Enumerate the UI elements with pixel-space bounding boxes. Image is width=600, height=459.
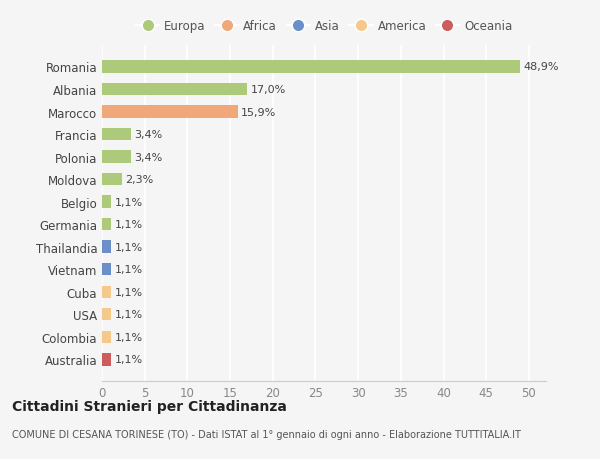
- Bar: [102, 241, 112, 253]
- Text: COMUNE DI CESANA TORINESE (TO) - Dati ISTAT al 1° gennaio di ogni anno - Elabora: COMUNE DI CESANA TORINESE (TO) - Dati IS…: [12, 429, 521, 439]
- Text: 1,1%: 1,1%: [115, 310, 143, 319]
- Text: 48,9%: 48,9%: [523, 62, 559, 73]
- Text: 15,9%: 15,9%: [241, 107, 277, 117]
- Bar: [102, 286, 112, 298]
- Bar: [102, 106, 238, 118]
- Text: 3,4%: 3,4%: [134, 130, 163, 140]
- Text: 1,1%: 1,1%: [115, 242, 143, 252]
- Bar: [102, 84, 247, 96]
- Bar: [102, 331, 112, 343]
- Text: 17,0%: 17,0%: [251, 85, 286, 95]
- Text: Cittadini Stranieri per Cittadinanza: Cittadini Stranieri per Cittadinanza: [12, 399, 287, 413]
- Text: 3,4%: 3,4%: [134, 152, 163, 162]
- Bar: [102, 196, 112, 208]
- Text: 2,3%: 2,3%: [125, 175, 154, 185]
- Text: 1,1%: 1,1%: [115, 265, 143, 274]
- Bar: [102, 218, 112, 231]
- Bar: [102, 308, 112, 321]
- Text: 1,1%: 1,1%: [115, 287, 143, 297]
- Text: 1,1%: 1,1%: [115, 354, 143, 364]
- Bar: [102, 263, 112, 276]
- Legend: Europa, Africa, Asia, America, Oceania: Europa, Africa, Asia, America, Oceania: [131, 15, 517, 37]
- Bar: [102, 61, 520, 73]
- Text: 1,1%: 1,1%: [115, 332, 143, 342]
- Bar: [102, 151, 131, 163]
- Bar: [102, 129, 131, 141]
- Bar: [102, 353, 112, 366]
- Text: 1,1%: 1,1%: [115, 197, 143, 207]
- Text: 1,1%: 1,1%: [115, 220, 143, 230]
- Bar: [102, 174, 122, 186]
